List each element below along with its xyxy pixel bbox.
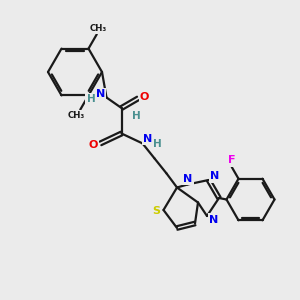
- Text: N: N: [211, 171, 220, 182]
- Text: H: H: [153, 139, 162, 149]
- Text: CH₃: CH₃: [68, 111, 85, 120]
- Text: S: S: [153, 206, 160, 216]
- Text: N: N: [143, 134, 152, 144]
- Text: N: N: [184, 173, 193, 184]
- Text: CH₃: CH₃: [90, 24, 107, 33]
- Text: O: O: [88, 140, 98, 150]
- Text: N: N: [96, 89, 105, 99]
- Text: F: F: [228, 155, 236, 165]
- Text: O: O: [140, 92, 149, 102]
- Text: H: H: [132, 111, 141, 122]
- Text: N: N: [209, 214, 218, 225]
- Text: H: H: [86, 94, 95, 104]
